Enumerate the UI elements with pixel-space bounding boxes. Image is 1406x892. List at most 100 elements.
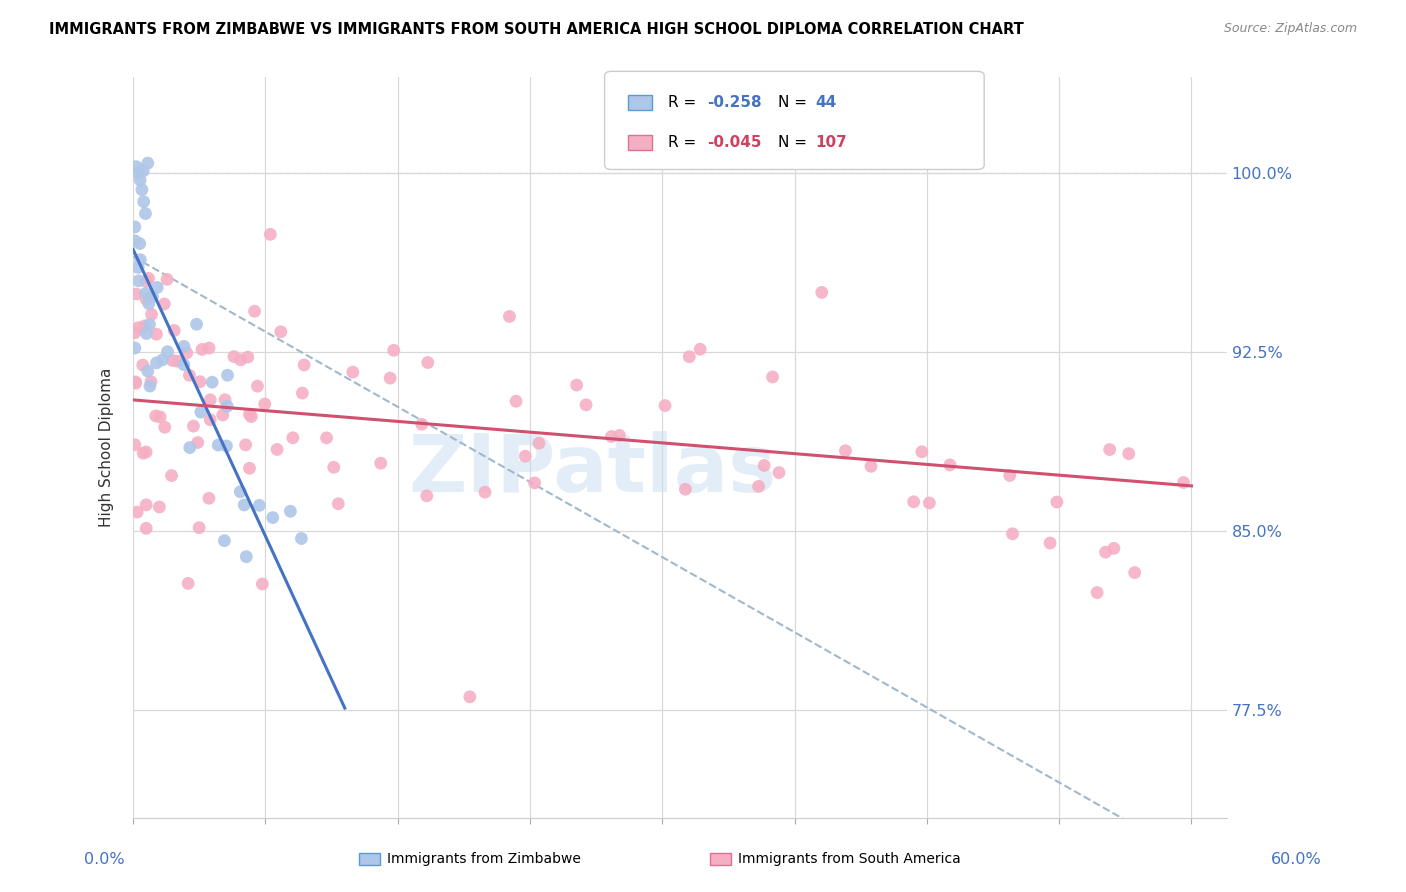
Point <box>188 521 211 535</box>
Point <box>127 260 149 275</box>
Point <box>246 379 269 393</box>
Point <box>322 460 344 475</box>
Point <box>125 287 148 301</box>
Point <box>291 386 314 401</box>
Point <box>1039 536 1062 550</box>
Point <box>160 468 183 483</box>
Text: N =: N = <box>778 136 811 150</box>
Point <box>217 399 239 413</box>
Point <box>148 500 170 514</box>
Point <box>145 356 167 370</box>
Point <box>187 435 209 450</box>
Point <box>748 479 770 493</box>
Point <box>609 428 631 442</box>
Point <box>1098 442 1121 457</box>
Point <box>124 234 146 248</box>
Point <box>416 355 439 369</box>
Point <box>247 499 270 513</box>
Point <box>132 164 155 178</box>
Point <box>678 350 700 364</box>
Point <box>135 286 157 301</box>
Point <box>217 368 239 383</box>
Point <box>124 376 146 391</box>
Point <box>135 445 157 459</box>
Point <box>515 449 537 463</box>
Point <box>173 358 195 372</box>
Point <box>565 378 588 392</box>
Point <box>145 409 167 423</box>
Point <box>1123 566 1146 580</box>
Point <box>156 272 179 286</box>
Point <box>214 533 236 548</box>
Point <box>416 489 439 503</box>
Point <box>163 324 186 338</box>
Point <box>136 156 159 170</box>
Point <box>124 438 146 452</box>
Point <box>177 576 200 591</box>
Point <box>911 444 934 458</box>
Point <box>128 274 150 288</box>
Point <box>523 475 546 490</box>
Point <box>328 497 350 511</box>
Point <box>200 392 222 407</box>
Point <box>238 461 260 475</box>
Point <box>179 441 201 455</box>
Point <box>236 350 259 364</box>
Point <box>654 399 676 413</box>
Text: N =: N = <box>778 95 811 110</box>
Point <box>135 498 157 512</box>
Point <box>238 408 260 422</box>
Point <box>127 166 149 180</box>
Point <box>141 289 163 303</box>
Point <box>262 510 284 524</box>
Point <box>229 484 252 499</box>
Point <box>1085 585 1108 599</box>
Point <box>145 327 167 342</box>
Point <box>903 495 925 509</box>
Point <box>139 379 162 393</box>
Point <box>166 354 188 368</box>
Text: -0.045: -0.045 <box>707 136 762 150</box>
Point <box>153 420 176 434</box>
Point <box>183 419 205 434</box>
Text: R =: R = <box>668 136 702 150</box>
Point <box>575 398 598 412</box>
Point <box>129 173 152 187</box>
Point <box>129 252 152 267</box>
Point <box>1118 447 1140 461</box>
Point <box>505 394 527 409</box>
Point <box>253 397 276 411</box>
Point <box>761 370 783 384</box>
Y-axis label: High School Diploma: High School Diploma <box>100 368 114 527</box>
Point <box>243 304 266 318</box>
Point <box>215 439 238 453</box>
Text: IMMIGRANTS FROM ZIMBABWE VS IMMIGRANTS FROM SOUTH AMERICA HIGH SCHOOL DIPLOMA CO: IMMIGRANTS FROM ZIMBABWE VS IMMIGRANTS F… <box>49 22 1024 37</box>
Point <box>153 297 176 311</box>
Point <box>527 436 550 450</box>
Point <box>280 504 302 518</box>
Point <box>266 442 288 457</box>
Point <box>382 343 405 358</box>
Point <box>810 285 832 300</box>
Point <box>458 690 481 704</box>
Point <box>132 446 155 460</box>
Point <box>146 280 169 294</box>
Point <box>411 417 433 432</box>
Point <box>689 343 711 357</box>
Point <box>1102 541 1125 556</box>
Point <box>127 505 149 519</box>
Point <box>1001 526 1024 541</box>
Point <box>235 549 257 564</box>
Point <box>173 339 195 353</box>
Point <box>134 318 156 333</box>
Point <box>200 413 222 427</box>
Point <box>124 341 146 355</box>
Text: Source: ZipAtlas.com: Source: ZipAtlas.com <box>1223 22 1357 36</box>
Point <box>138 318 160 332</box>
Text: Immigrants from South America: Immigrants from South America <box>738 852 960 866</box>
Text: -0.258: -0.258 <box>707 95 762 110</box>
Point <box>859 459 882 474</box>
Text: 60.0%: 60.0% <box>1271 852 1322 867</box>
Point <box>135 274 157 288</box>
Point <box>128 236 150 251</box>
